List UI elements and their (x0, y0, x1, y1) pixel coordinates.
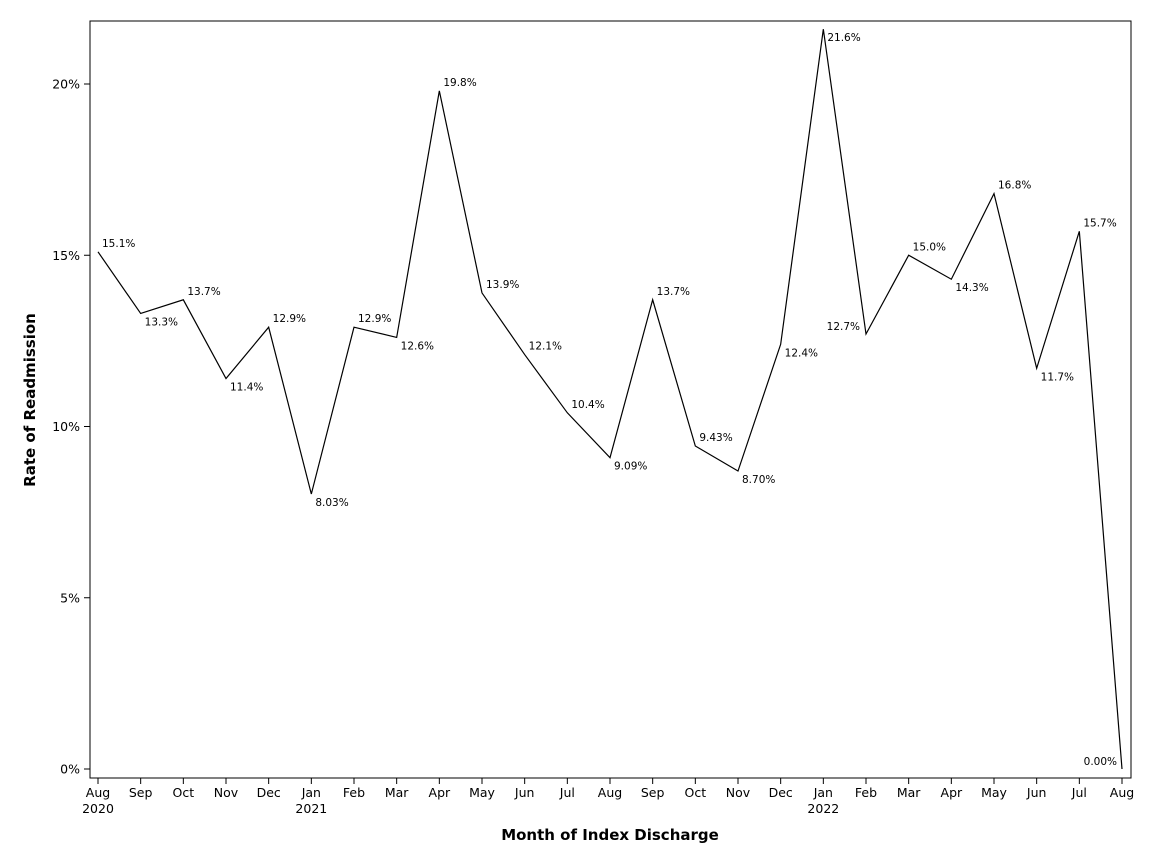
data-label-14: 9.43% (699, 432, 732, 444)
x-tick-label-0: Aug (86, 785, 110, 800)
x-tick-label-1: Sep (129, 785, 153, 800)
x-tick-label-13: Sep (641, 785, 665, 800)
data-label-19: 15.0% (913, 241, 946, 253)
y-tick-label-0: 0% (60, 762, 80, 777)
data-label-2: 13.7% (187, 286, 220, 298)
y-tick-label-3: 15% (52, 248, 80, 263)
data-label-1: 13.3% (145, 316, 178, 328)
x-tick-label-11: Jul (559, 785, 575, 800)
x-tick-label-24: Aug (1110, 785, 1134, 800)
x-tick-label-16: Dec (769, 785, 793, 800)
data-label-5: 8.03% (315, 497, 348, 509)
data-label-21: 16.8% (998, 180, 1031, 192)
data-label-13: 13.7% (657, 286, 690, 298)
y-tick-label-1: 5% (60, 590, 80, 605)
x-tick-label-18: Feb (855, 785, 877, 800)
x-tick-label-9: May (469, 785, 495, 800)
data-label-10: 12.1% (529, 341, 562, 353)
data-labels: 15.1% 13.3% 13.7% 11.4% 12.9% 8.03% 12.9% 12.6%… (102, 32, 1117, 768)
data-label-12: 9.09% (614, 461, 647, 473)
x-tick-label-21: May (981, 785, 1007, 800)
data-label-15: 8.70% (742, 474, 775, 486)
data-label-8: 19.8% (443, 77, 476, 89)
data-label-17: 21.6% (827, 32, 860, 44)
data-label-16: 12.4% (785, 347, 818, 359)
plot-frame (89, 20, 1132, 779)
y-tick-label-4: 20% (52, 77, 80, 92)
data-label-22: 11.7% (1041, 371, 1074, 383)
data-label-23: 15.7% (1083, 217, 1116, 229)
x-tick-label-22: Jun (1026, 785, 1047, 800)
x-tick-label-12: Aug (598, 785, 622, 800)
x-tick-year-5: 2021 (295, 801, 327, 816)
x-axis-title: Month of Index Discharge (501, 826, 719, 844)
x-tick-label-3: Nov (214, 785, 239, 800)
y-tick-label-2: 10% (52, 419, 80, 434)
x-tick-label-10: Jun (514, 785, 535, 800)
x-tick-label-14: Oct (685, 785, 707, 800)
data-label-9: 13.9% (486, 279, 519, 291)
x-tick-label-17: Jan (813, 785, 833, 800)
data-label-18: 12.7% (827, 321, 860, 333)
x-tick-label-5: Jan (301, 785, 321, 800)
x-tick-label-7: Mar (385, 785, 409, 800)
x-tick-label-15: Nov (726, 785, 751, 800)
x-tick-label-23: Jul (1071, 785, 1087, 800)
data-label-7: 12.6% (401, 340, 434, 352)
x-tick-year-0: 2020 (82, 801, 114, 816)
data-label-4: 12.9% (273, 313, 306, 325)
series-line (97, 29, 1123, 770)
x-tick-label-6: Feb (343, 785, 365, 800)
x-tick-label-2: Oct (173, 785, 195, 800)
data-label-6: 12.9% (358, 313, 391, 325)
data-label-24: 0.00% (1084, 756, 1117, 768)
x-tick-label-20: Apr (941, 785, 963, 800)
y-axis: 0% 5% 10% 15% 20% (52, 77, 90, 777)
data-label-0: 15.1% (102, 238, 135, 250)
x-tick-label-4: Dec (257, 785, 281, 800)
x-tick-label-19: Mar (897, 785, 921, 800)
x-tick-year-17: 2022 (807, 801, 839, 816)
y-axis-title: Rate of Readmission (21, 313, 39, 487)
data-label-11: 10.4% (571, 399, 604, 411)
data-label-3: 11.4% (230, 382, 263, 394)
data-label-20: 14.3% (955, 282, 988, 294)
x-tick-label-8: Apr (429, 785, 451, 800)
